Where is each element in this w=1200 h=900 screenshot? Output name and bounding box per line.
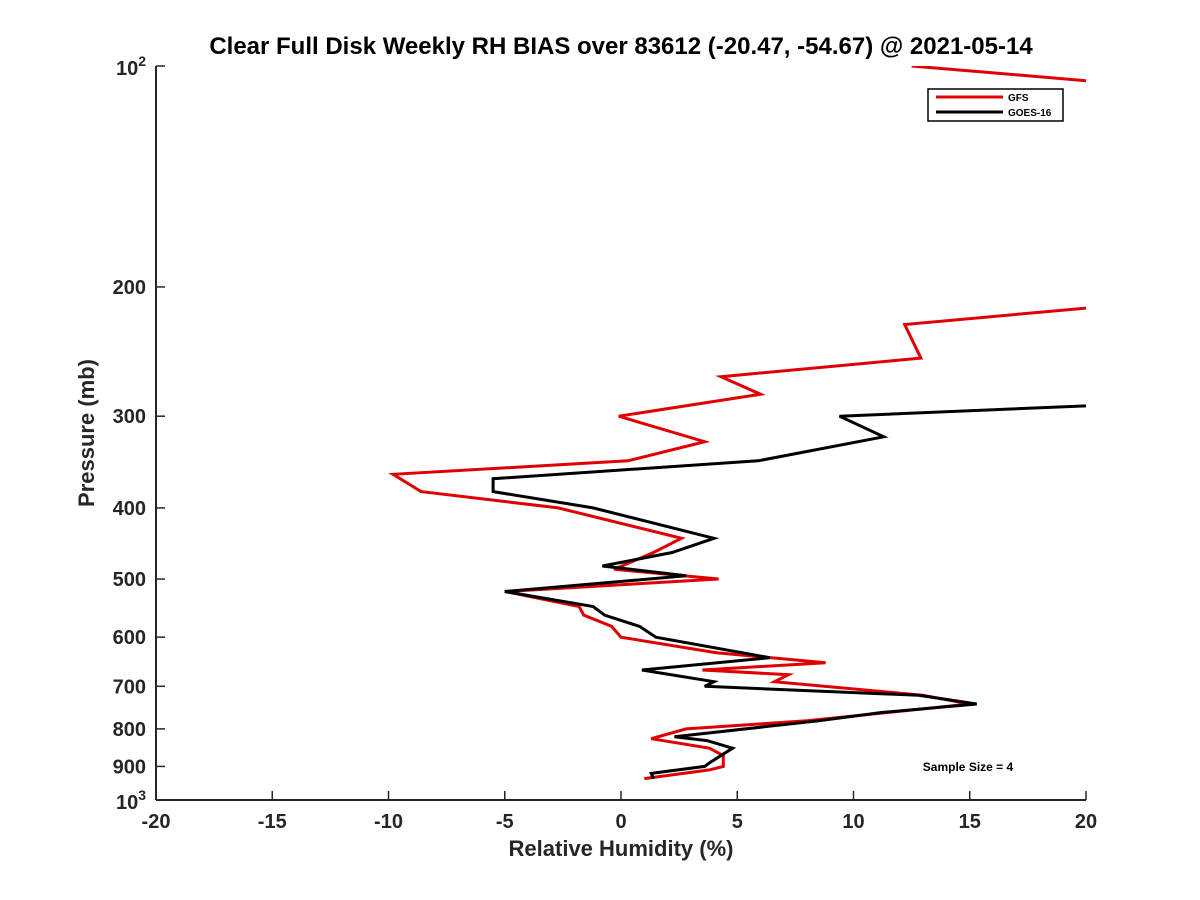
x-tick-label: 10 — [842, 811, 864, 833]
x-tick-label: -10 — [374, 811, 403, 833]
x-tick-label: 5 — [732, 811, 743, 833]
series-line-gfs — [388, 66, 1086, 781]
y-tick-label: 400 — [113, 498, 146, 520]
axes-layer: -20 -15 -10 -5 0 5 10 15 20102200300400500600700… — [113, 53, 1098, 833]
x-tick-label: 15 — [959, 811, 981, 833]
legend-label-goes16: GOES-16 — [1008, 108, 1052, 119]
x-tick-label: -5 — [496, 811, 514, 833]
y-tick-label: 600 — [113, 627, 146, 649]
y-tick-label-exponent: 3 — [138, 787, 146, 803]
y-tick-label: 300 — [113, 406, 146, 428]
legend-label-gfs: GFS — [1008, 93, 1029, 104]
y-tick-label-power: 102 — [116, 53, 146, 80]
x-tick-label: -20 — [142, 811, 171, 833]
y-tick-label: 500 — [113, 569, 146, 591]
y-tick-label-base: 10 — [116, 792, 138, 814]
y-tick-label: 200 — [113, 277, 146, 299]
series-line-goes16 — [491, 404, 1086, 780]
y-tick-label-base: 10 — [116, 58, 138, 80]
x-axis-label: Relative Humidity (%) — [509, 836, 734, 861]
chart-title: Clear Full Disk Weekly RH BIAS over 8361… — [209, 33, 1033, 60]
x-tick-label: 0 — [615, 811, 626, 833]
y-tick-label: 900 — [113, 756, 146, 778]
x-tick-label: -15 — [258, 811, 287, 833]
series-layer — [388, 66, 1086, 781]
legend: GFS GOES-16 — [927, 88, 1064, 122]
legend-box — [927, 88, 1064, 122]
x-tick-label: 20 — [1075, 811, 1097, 833]
sample-size-annotation: Sample Size = 4 — [923, 760, 1014, 774]
y-tick-label: 800 — [113, 719, 146, 741]
y-axis-label: Pressure (mb) — [74, 359, 99, 507]
y-tick-label-power: 103 — [116, 787, 146, 814]
y-tick-label: 700 — [113, 676, 146, 698]
y-tick-label-exponent: 2 — [138, 53, 146, 69]
